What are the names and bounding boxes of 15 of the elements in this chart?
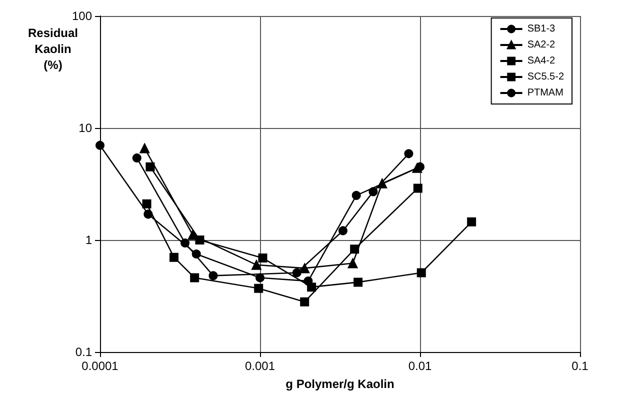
x-axis-title: g Polymer/g Kaolin [286, 377, 394, 391]
y-tick-label: 10 [78, 121, 92, 135]
y-axis-title: Residual Kaolin (%) [28, 26, 78, 72]
legend-label: SB1-3 [527, 24, 556, 34]
y-tick-label: 1 [85, 233, 92, 247]
y-tick-label: 0.1 [75, 345, 92, 359]
y-tick-label: 100 [72, 9, 92, 23]
x-tick-label: 0.01 [408, 359, 432, 373]
legend-label: PTMAM [527, 88, 564, 98]
legend-label: SA4-2 [527, 56, 556, 66]
x-tick-label: 0.1 [572, 359, 589, 373]
x-tick-label: 0.001 [244, 359, 276, 373]
legend-label: SA2-2 [527, 40, 556, 50]
legend-label: SC5.5-2 [527, 72, 564, 82]
x-tick-label: 0.0001 [82, 359, 119, 373]
